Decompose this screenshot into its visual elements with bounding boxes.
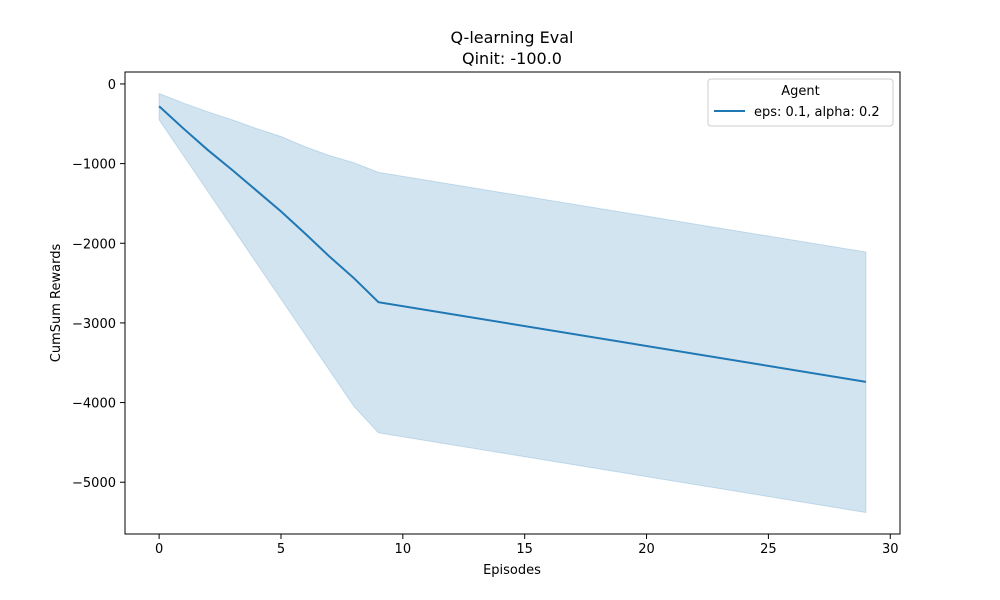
x-tick-label: 20: [638, 542, 655, 557]
x-tick-label: 10: [395, 542, 412, 557]
series-0-confidence-band: [158, 92, 867, 514]
y-tick-label: 0: [108, 78, 116, 93]
plot-area: [158, 92, 867, 514]
y-axis-label: CumSum Rewards: [49, 244, 64, 363]
legend: Agent eps: 0.1, alpha: 0.2: [707, 78, 894, 127]
legend-title: Agent: [781, 84, 819, 99]
y-tick-label: −3000: [72, 317, 116, 332]
chart-subtitle: Qinit: -100.0: [462, 49, 562, 68]
y-tick-label: −4000: [72, 397, 116, 412]
x-tick-label: 0: [155, 542, 163, 557]
series-0-line: [158, 105, 867, 383]
plot-frame: [124, 71, 901, 535]
chart-title: Q-learning Eval: [451, 28, 574, 47]
x-tick-label: 15: [516, 542, 533, 557]
y-tick-label: −1000: [72, 158, 116, 173]
legend-box: [707, 78, 894, 127]
y-tick-label: −5000: [72, 476, 116, 491]
x-tick-label: 30: [882, 542, 899, 557]
y-axis: 0 −1000 −2000 −3000 −4000 −5000: [72, 78, 125, 491]
legend-entry-label: eps: 0.1, alpha: 0.2: [754, 105, 880, 120]
x-axis: 0 5 10 15 20 25 30: [155, 534, 899, 557]
x-tick-label: 25: [760, 542, 777, 557]
y-tick-label: −2000: [72, 237, 116, 252]
x-tick-label: 5: [277, 542, 285, 557]
x-axis-label: Episodes: [483, 563, 541, 578]
